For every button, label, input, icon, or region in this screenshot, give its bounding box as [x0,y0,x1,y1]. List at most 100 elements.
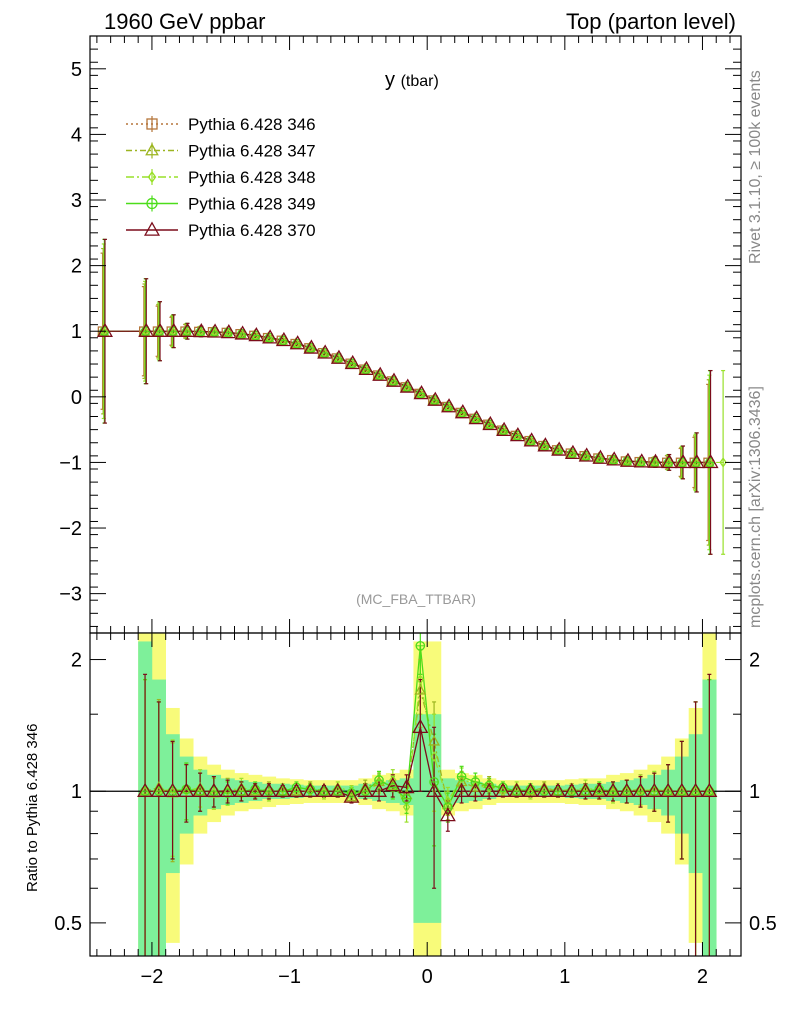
ratio-point-s370 [591,782,608,797]
ratio-point-s370 [384,777,401,792]
ratio-point-s347 [373,775,385,787]
main-point-s370 [537,437,554,452]
ratio-point-s370 [439,806,456,822]
ratio-band-inner [413,714,428,923]
main-point-s370 [564,444,581,459]
ratio-point-s370 [357,782,374,797]
ratio-point-s370 [412,718,429,734]
side-label-rivet: Rivet 3.1.10, ≥ 100k events [747,70,764,264]
main-y-tick-label: 1 [71,321,82,343]
legend-label-s346: Pythia 6.428 346 [188,115,316,134]
ratio-point-s370 [701,782,718,797]
legend-label-s347: Pythia 6.428 347 [188,142,316,161]
ratio-point-s348 [375,778,383,790]
main-point-s370 [165,322,182,337]
ratio-point-s370 [563,782,580,797]
ratio-point-s370 [660,782,677,797]
main-point-s370 [702,453,719,469]
ratio-point-s370 [150,782,167,797]
main-point-s370 [606,451,623,466]
ratio-point-s370 [233,782,250,797]
main-series-line-s346 [102,330,709,464]
legend-label-s349: Pythia 6.428 349 [188,195,316,214]
ratio-y-tick-label-left: 0.5 [54,913,82,935]
ratio-frame [89,632,742,957]
main-point-s370 [275,331,292,347]
ratio-point-s370 [453,782,470,797]
ratio-point-s347 [483,777,496,788]
x-axis: −2 −1 0 1 2 [96,36,731,988]
ratio-point-s348 [320,787,328,799]
main-y-tick-label: 4 [71,124,82,146]
ratio-point-s348 [444,795,452,807]
main-point-s370 [468,409,485,425]
ratio-point-s348 [416,674,425,685]
main-point-s370 [220,324,237,339]
ratio-y-tick-label-right: 1 [749,781,760,803]
main-point-s370 [578,447,595,462]
main-y-tick-label: 3 [71,190,82,212]
ratio-point-s370 [481,782,498,797]
main-series-line-s349 [104,330,710,464]
ratio-ylabel: Ratio to Pythia 6.428 346 [24,724,41,892]
ratio-point-s370 [315,782,332,797]
ratio-point-s370 [260,782,277,797]
ratio-point-s370 [673,782,690,797]
main-point-s370 [413,385,430,400]
main-point-s370 [385,372,403,387]
main-y-tick-label: 5 [71,59,82,81]
ratio-point-s370 [426,782,443,797]
ratio-point-s370 [219,782,236,797]
ratio-point-s370 [604,782,622,797]
main-y-tick-label: 2 [71,256,82,278]
main-point-s370 [688,453,705,469]
x-tick-label: −1 [278,966,301,988]
main-point-s370 [289,335,306,350]
main-point-s370 [262,329,279,344]
ratio-point-s370 [398,778,415,794]
x-tick-label: 0 [422,966,433,988]
ratio-clipped [90,633,741,956]
ratio-point-s370 [329,782,346,797]
ratio-point-s348 [499,785,507,797]
ratio-point-s348 [609,787,617,799]
legend-marker-s348 [147,170,157,184]
main-point-s370 [303,339,320,354]
ratio-point-s370 [549,782,566,797]
ratio-point-s370 [618,782,635,797]
ratio-point-s370 [274,782,291,797]
ratio-point-s370 [343,788,360,803]
ratio-point-s370 [205,782,222,797]
main-point-s370 [234,325,251,340]
main-point-s370 [441,398,458,413]
ratio-point-s370 [137,782,154,797]
main-point-s370 [372,366,389,381]
plot-title-main: y [385,69,395,91]
ratio-y-tick-label-left: 1 [71,781,82,803]
ratio-point-s347 [524,784,537,796]
main-y-tick-label: −2 [59,518,82,540]
ratio-y-tick-label-right: 2 [749,650,760,672]
main-point-s370 [344,354,361,370]
main-series-line-s370 [104,330,711,464]
ratio-point-s347 [455,775,468,787]
main-point-s370 [96,322,113,337]
ratio-point-s370 [508,782,525,797]
main-series-line-s348 [103,330,710,464]
side-label-source: mcplots.cern.ch [arXiv:1306.3436] [747,386,764,628]
main-point-s370 [330,349,347,364]
main-y-tick-label: −1 [59,452,82,474]
ratio-point-s370 [494,782,511,797]
plot-title: y (tbar) [385,69,439,91]
main-point-s370 [496,421,513,437]
ratio-point-s370 [247,782,264,797]
ratio-point-s348 [210,787,218,799]
main-point-s370 [193,323,210,338]
ratio-point-s370 [536,782,553,797]
main-point-s370 [454,404,471,419]
main-point-s370 [399,378,416,393]
ratio-point-s370 [164,782,181,797]
main-panel: −3 −2 −1 0 1 2 3 4 5 y (tbar) (MC_FBA_TTBAR) Pyt… [59,35,742,634]
ratio-point-s347 [414,684,427,695]
ratio-y-axis: 0.5 0.5 1 1 2 2 [54,650,777,935]
